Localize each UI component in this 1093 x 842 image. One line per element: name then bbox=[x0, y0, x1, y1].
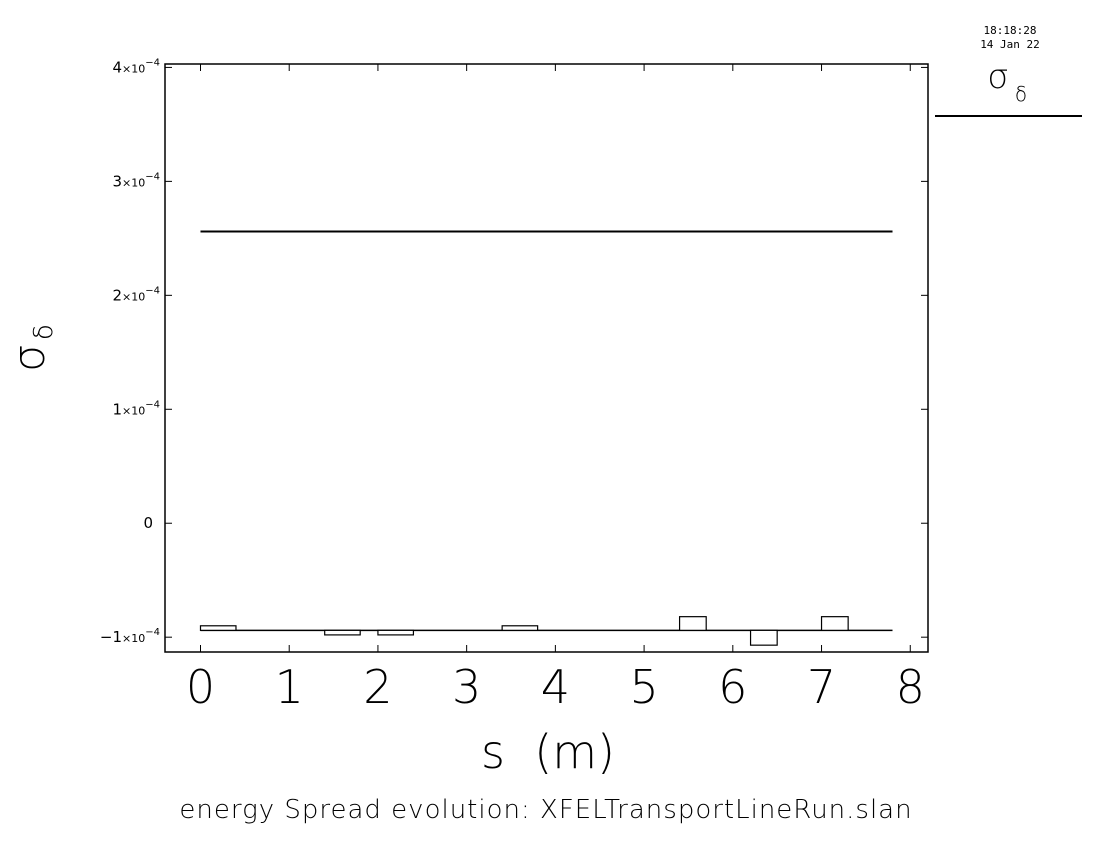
x-tick-label-4: 4 bbox=[541, 660, 570, 714]
y-tick-label-4: 0 bbox=[143, 514, 153, 532]
x-tick-label-8: 8 bbox=[896, 660, 925, 714]
lattice-element-6 bbox=[820, 616, 849, 631]
y-tick-labels: 4×10−4 3×10−4 2×10−4 1×10−4 0 −1×10−4 bbox=[100, 57, 160, 646]
y-axis-title: σ δ bbox=[4, 324, 59, 372]
x-tick-label-0: 0 bbox=[186, 660, 215, 714]
x-tick-label-7: 7 bbox=[807, 660, 836, 714]
lattice-element-1 bbox=[324, 629, 361, 636]
y-tick-label-0: 4×10−4 bbox=[112, 57, 160, 76]
x-axis-title: s (m) bbox=[481, 725, 615, 779]
timestamp-time: 18:18:28 bbox=[984, 24, 1037, 37]
axis-ticks bbox=[165, 64, 928, 652]
y-tick-label-3: 1×10−4 bbox=[112, 399, 160, 418]
lattice-element-0 bbox=[199, 625, 237, 631]
y-tick-label-1: 3×10−4 bbox=[112, 171, 160, 190]
y-axis-title-subscript: δ bbox=[29, 324, 59, 340]
y-axis-title-main: σ bbox=[4, 344, 55, 372]
lattice-element-3 bbox=[501, 625, 539, 631]
lattice-element-4 bbox=[678, 616, 707, 631]
lattice-element-2 bbox=[377, 629, 415, 636]
plot-frame-border bbox=[164, 63, 929, 653]
lattice-profile bbox=[199, 616, 893, 646]
x-tick-label-3: 3 bbox=[452, 660, 481, 714]
x-tick-label-6: 6 bbox=[718, 660, 747, 714]
y-tick-label-2: 2×10−4 bbox=[112, 285, 160, 304]
x-tick-label-2: 2 bbox=[363, 660, 392, 714]
legend: σ δ bbox=[935, 57, 1082, 117]
legend-label-subscript: δ bbox=[1015, 82, 1027, 106]
chart-title: energy Spread evolution: XFELTransportLi… bbox=[179, 795, 912, 825]
x-tick-label-5: 5 bbox=[629, 660, 658, 714]
lattice-element-5 bbox=[749, 629, 778, 646]
y-tick-label-5: −1×10−4 bbox=[100, 627, 160, 646]
plot-frame bbox=[164, 63, 929, 653]
legend-label: σ bbox=[987, 57, 1009, 97]
timestamp-date: 14 Jan 22 bbox=[980, 38, 1040, 51]
x-tick-label-1: 1 bbox=[275, 660, 304, 714]
x-tick-labels: 0 1 2 3 4 5 6 7 8 bbox=[186, 660, 925, 714]
